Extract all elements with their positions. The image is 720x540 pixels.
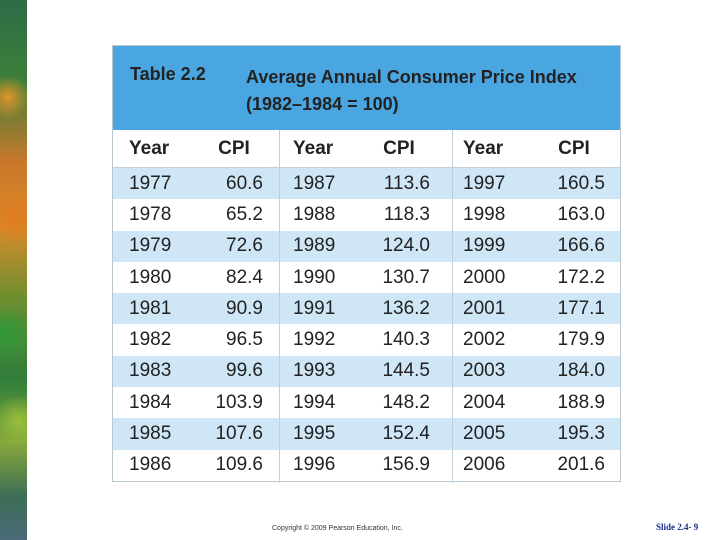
table-row: 1979 72.6 1989 124.0 1999 166.6 <box>113 230 620 262</box>
cpi-cell: 201.6 <box>557 454 605 476</box>
table-row: 1986 109.6 1996 156.9 2006 201.6 <box>113 450 620 481</box>
cpi-cell: 166.6 <box>557 235 605 257</box>
year-cell: 1979 <box>129 235 172 257</box>
cpi-cell: 60.6 <box>226 172 263 194</box>
header-cpi-3: CPI <box>558 137 590 159</box>
cpi-cell: 140.3 <box>382 329 430 351</box>
cpi-cell: 152.4 <box>382 423 430 445</box>
table-row: 1984 103.9 1994 148.2 2004 188.9 <box>113 387 620 418</box>
year-cell: 1984 <box>129 391 172 413</box>
cpi-table: Table 2.2 Average Annual Consumer Price … <box>112 45 621 483</box>
year-cell: 1993 <box>293 360 336 382</box>
cpi-cell: 96.5 <box>226 329 263 351</box>
column-divider <box>452 130 453 483</box>
year-cell: 1985 <box>129 423 172 445</box>
cpi-cell: 72.6 <box>226 235 263 257</box>
cpi-cell: 90.9 <box>226 297 263 319</box>
decorative-side-bar <box>0 0 27 540</box>
year-cell: 2003 <box>463 360 506 382</box>
table-row: 1977 60.6 1987 113.6 1997 160.5 <box>113 168 620 200</box>
table-title: Average Annual Consumer Price Index (198… <box>246 67 577 114</box>
year-cell: 1983 <box>129 360 172 382</box>
cpi-cell: 65.2 <box>226 203 263 225</box>
cpi-cell: 144.5 <box>382 360 430 382</box>
copyright-notice: Copyright © 2009 Pearson Education, Inc. <box>272 525 403 532</box>
cpi-cell: 156.9 <box>382 454 430 476</box>
table-row: 1981 90.9 1991 136.2 2001 177.1 <box>113 293 620 325</box>
year-cell: 1999 <box>463 235 506 257</box>
year-cell: 2004 <box>463 391 506 413</box>
year-cell: 1978 <box>129 203 172 225</box>
year-cell: 1990 <box>293 266 336 288</box>
year-cell: 1997 <box>463 172 506 194</box>
year-cell: 1988 <box>293 203 336 225</box>
cpi-cell: 160.5 <box>557 172 605 194</box>
year-cell: 1987 <box>293 172 336 194</box>
cpi-cell: 109.6 <box>215 454 263 476</box>
table-number: Table 2.2 <box>130 64 206 84</box>
year-cell: 1982 <box>129 329 172 351</box>
table-row: 1983 99.6 1993 144.5 2003 184.0 <box>113 355 620 388</box>
header-cpi-1: CPI <box>218 137 250 159</box>
table-row: 1980 82.4 1990 130.7 2000 172.2 <box>113 262 620 293</box>
cpi-cell: 136.2 <box>382 297 430 319</box>
year-cell: 1989 <box>293 235 336 257</box>
year-cell: 2006 <box>463 454 506 476</box>
year-cell: 2001 <box>463 297 506 319</box>
cpi-cell: 103.9 <box>215 391 263 413</box>
table-row: 1985 107.6 1995 152.4 2005 195.3 <box>113 418 620 450</box>
year-cell: 1991 <box>293 297 336 319</box>
cpi-cell: 107.6 <box>215 423 263 445</box>
year-cell: 1995 <box>293 423 336 445</box>
year-cell: 1977 <box>129 172 172 194</box>
cpi-cell: 188.9 <box>557 391 605 413</box>
cpi-cell: 130.7 <box>382 266 430 288</box>
header-year-3: Year <box>463 137 504 159</box>
year-cell: 1986 <box>129 454 172 476</box>
table-header-row: Year CPI Year CPI Year CPI <box>113 130 620 168</box>
cpi-cell: 177.1 <box>557 297 605 319</box>
cpi-cell: 172.2 <box>557 266 605 288</box>
cpi-cell: 195.3 <box>557 423 605 445</box>
year-cell: 1998 <box>463 203 506 225</box>
cpi-cell: 179.9 <box>557 329 605 351</box>
cpi-cell: 99.6 <box>226 360 263 382</box>
year-cell: 1994 <box>293 391 336 413</box>
cpi-cell: 118.3 <box>383 203 430 225</box>
table-row: 1982 96.5 1992 140.3 2002 179.9 <box>113 325 620 356</box>
year-cell: 1980 <box>129 266 172 288</box>
year-cell: 2000 <box>463 266 506 288</box>
header-year-2: Year <box>293 137 334 159</box>
cpi-cell: 184.0 <box>557 360 605 382</box>
year-cell: 1996 <box>293 454 336 476</box>
header-year-1: Year <box>129 137 170 159</box>
header-cpi-2: CPI <box>383 137 415 159</box>
cpi-cell: 124.0 <box>382 235 430 257</box>
cpi-cell: 163.0 <box>557 203 605 225</box>
table-row: 1978 65.2 1988 118.3 1998 163.0 <box>113 199 620 230</box>
cpi-cell: 113.6 <box>383 172 430 194</box>
table-caption: Table 2.2 Average Annual Consumer Price … <box>113 46 620 130</box>
year-cell: 2002 <box>463 329 506 351</box>
column-divider <box>279 130 280 483</box>
slide-number: Slide 2.4- 9 <box>656 522 699 532</box>
year-cell: 2005 <box>463 423 506 445</box>
cpi-cell: 148.2 <box>382 391 430 413</box>
year-cell: 1992 <box>293 329 336 351</box>
year-cell: 1981 <box>129 297 172 319</box>
cpi-cell: 82.4 <box>226 266 263 288</box>
